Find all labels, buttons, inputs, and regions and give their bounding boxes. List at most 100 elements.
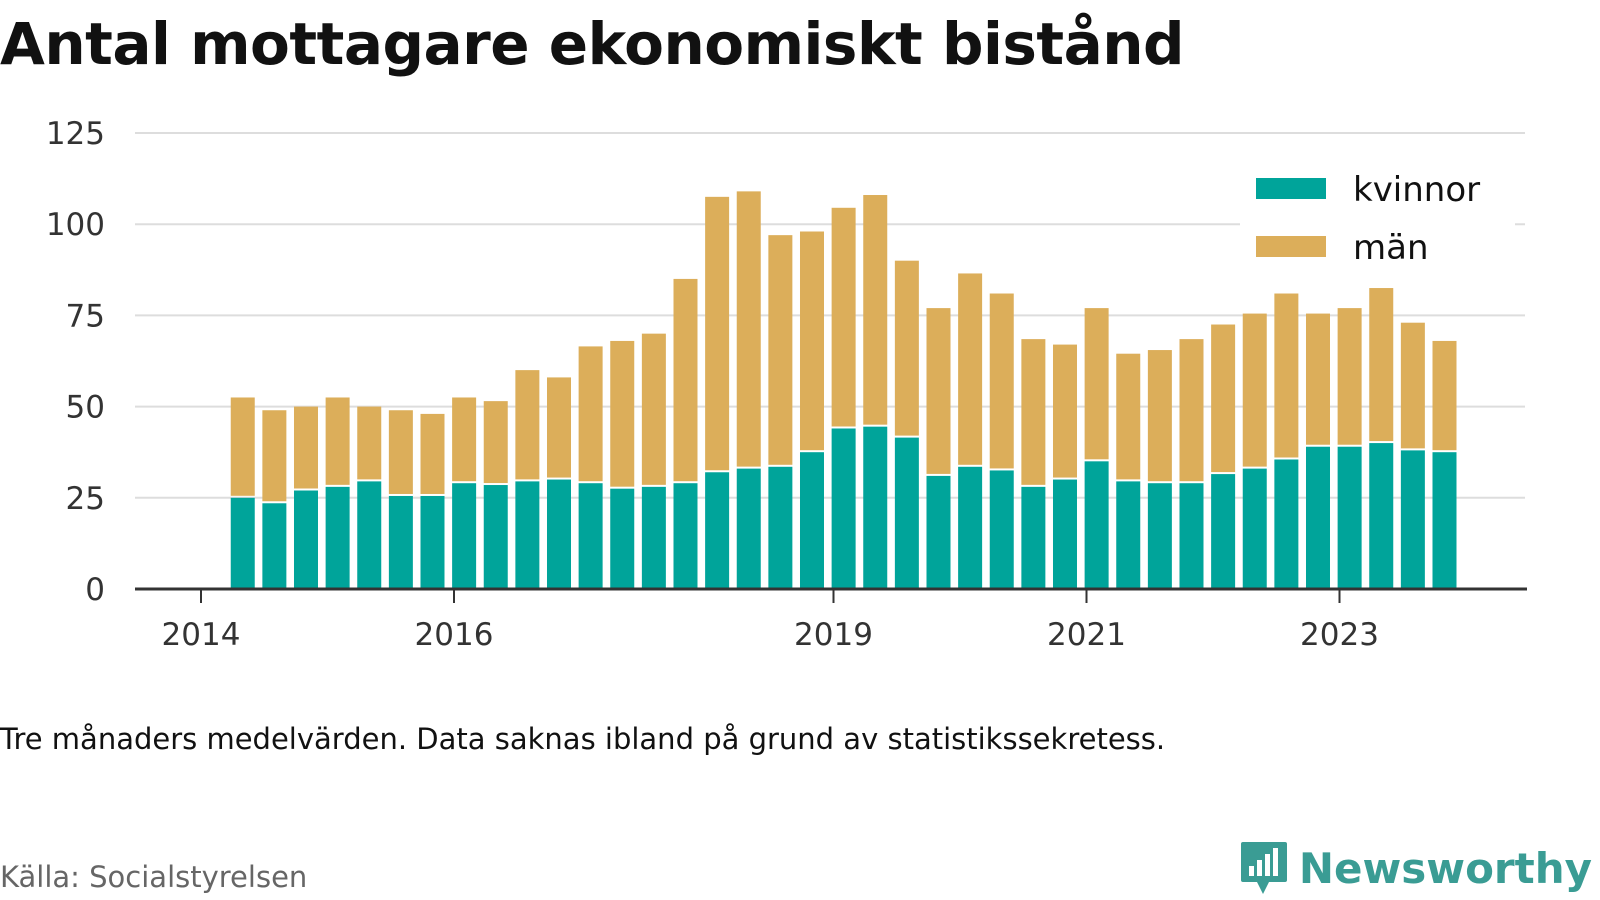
bar-man xyxy=(452,397,477,482)
bar-man xyxy=(1369,288,1394,442)
x-tick-label: 2021 xyxy=(1047,617,1126,653)
bar-kvinnor xyxy=(578,483,603,589)
bar-kvinnor xyxy=(546,479,571,589)
x-tick-label: 2019 xyxy=(794,617,873,653)
bar-kvinnor xyxy=(705,472,730,589)
chart-note: Tre månaders medelvärden. Data saknas ib… xyxy=(0,722,1166,756)
bar-man xyxy=(768,235,793,465)
legend-label-man: män xyxy=(1353,228,1429,268)
bar-kvinnor xyxy=(483,485,508,589)
bar-man xyxy=(705,196,730,471)
bar-man xyxy=(958,273,983,465)
bar-kvinnor xyxy=(610,488,635,589)
bar-kvinnor xyxy=(262,503,287,589)
bar-kvinnor xyxy=(1179,483,1204,589)
bar-man xyxy=(1337,308,1362,445)
bar-man xyxy=(1179,339,1204,482)
bar-kvinnor xyxy=(420,495,445,589)
legend: kvinnor män xyxy=(1240,163,1515,278)
bar-man xyxy=(736,191,761,467)
bar-man xyxy=(673,278,698,482)
bar-kvinnor xyxy=(293,490,318,589)
bar-man xyxy=(388,410,413,494)
bar-kvinnor xyxy=(1400,450,1425,589)
bar-man xyxy=(1242,313,1267,467)
bar-kvinnor xyxy=(1021,486,1046,589)
newsworthy-logo-icon xyxy=(1240,842,1287,894)
bar-man xyxy=(831,207,856,427)
bar-man xyxy=(515,370,540,480)
bar-kvinnor xyxy=(1337,446,1362,589)
bar-kvinnor xyxy=(894,437,919,589)
x-tick-label: 2016 xyxy=(415,617,494,653)
bar-kvinnor xyxy=(357,481,382,589)
y-tick-label: 0 xyxy=(85,572,105,608)
bars xyxy=(230,191,1457,589)
bar-kvinnor xyxy=(230,497,255,589)
bar-kvinnor xyxy=(515,481,540,589)
bar-kvinnor xyxy=(1305,446,1330,589)
legend-swatch-kvinnor xyxy=(1256,178,1326,199)
bar-man xyxy=(641,333,666,485)
bar-man xyxy=(1052,344,1077,478)
bar-man xyxy=(926,308,951,474)
bar-kvinnor xyxy=(1432,452,1457,589)
bar-kvinnor xyxy=(799,452,824,589)
bar-kvinnor xyxy=(1211,474,1236,589)
bar-man xyxy=(578,346,603,482)
bar-kvinnor xyxy=(736,468,761,589)
bar-man xyxy=(1084,308,1109,460)
bar-man xyxy=(420,413,445,494)
bar-kvinnor xyxy=(1084,461,1109,589)
bar-kvinnor xyxy=(831,428,856,589)
bar-chart: 0 25 50 75 100 125 2014 2016 2019 2021 2023 kvinn… xyxy=(46,116,1527,653)
chart-title: Antal mottagare ekonomiskt bistånd xyxy=(0,10,1185,78)
x-tick-label: 2023 xyxy=(1300,617,1379,653)
bar-man xyxy=(863,195,888,425)
bar-man xyxy=(1116,353,1141,480)
bar-kvinnor xyxy=(641,486,666,589)
y-tick-label: 25 xyxy=(66,481,105,517)
y-tick-label: 50 xyxy=(66,390,105,426)
bar-kvinnor xyxy=(1147,483,1172,589)
bar-man xyxy=(357,406,382,480)
x-tick-label: 2014 xyxy=(162,617,241,653)
bar-kvinnor xyxy=(926,475,951,589)
brand-logo[interactable]: Newsworthy xyxy=(1239,840,1592,896)
bar-man xyxy=(293,406,318,489)
bar-man xyxy=(1211,324,1236,473)
bar-kvinnor xyxy=(1274,459,1299,589)
y-tick-label: 75 xyxy=(66,298,105,334)
legend-label-kvinnor: kvinnor xyxy=(1353,170,1480,210)
bar-man xyxy=(610,340,635,487)
bar-kvinnor xyxy=(325,486,350,589)
bar-man xyxy=(230,397,255,496)
bar-kvinnor xyxy=(452,483,477,589)
bar-man xyxy=(1274,293,1299,458)
bar-kvinnor xyxy=(768,466,793,589)
bar-kvinnor xyxy=(863,426,888,589)
bar-kvinnor xyxy=(1369,443,1394,589)
bar-man xyxy=(1305,313,1330,445)
bar-man xyxy=(1021,339,1046,485)
y-tick-label: 125 xyxy=(46,116,105,152)
bar-kvinnor xyxy=(958,466,983,589)
bar-man xyxy=(989,293,1014,469)
y-tick-labels: 0 25 50 75 100 125 xyxy=(46,116,105,608)
bar-man xyxy=(894,260,919,436)
bar-man xyxy=(325,397,350,485)
x-ticks: 2014 2016 2019 2021 2023 xyxy=(162,589,1379,653)
bar-kvinnor xyxy=(1052,479,1077,589)
bar-kvinnor xyxy=(1116,481,1141,589)
bar-kvinnor xyxy=(673,483,698,589)
legend-swatch-man xyxy=(1256,236,1326,257)
bar-man xyxy=(546,377,571,478)
bar-man xyxy=(1432,340,1457,451)
bar-kvinnor xyxy=(388,495,413,589)
bar-kvinnor xyxy=(1242,468,1267,589)
source-label: Källa: Socialstyrelsen xyxy=(0,860,308,894)
bar-man xyxy=(483,401,508,484)
bar-man xyxy=(1400,322,1425,449)
y-tick-label: 100 xyxy=(46,207,105,243)
bar-man xyxy=(799,231,824,451)
